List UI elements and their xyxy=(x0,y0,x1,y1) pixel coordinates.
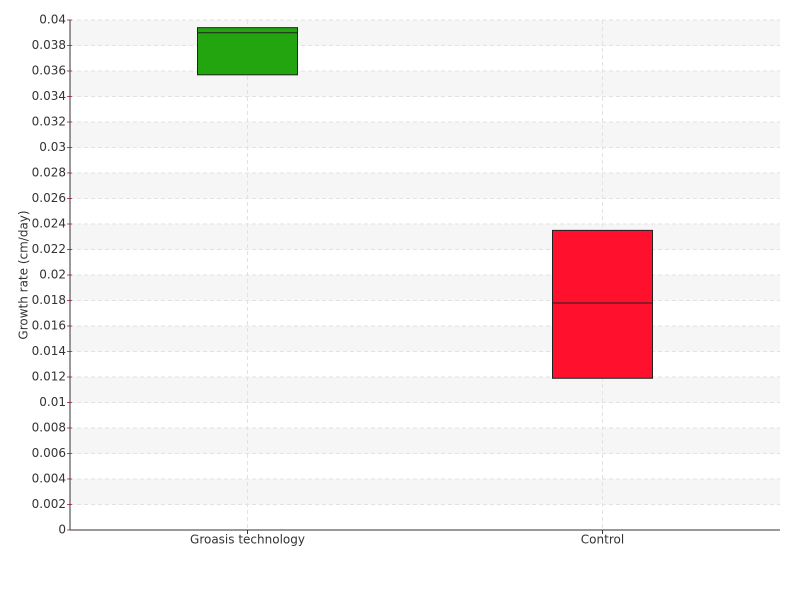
grid-band xyxy=(70,173,780,199)
y-tick-label: 0.038 xyxy=(32,38,66,52)
grid-band xyxy=(70,428,780,454)
y-tick-label: 0.02 xyxy=(39,268,66,282)
grid-band xyxy=(70,122,780,148)
grid-band xyxy=(70,224,780,250)
x-tick-label: Control xyxy=(581,533,624,547)
y-tick-label: 0.01 xyxy=(39,395,66,409)
y-tick-label: 0.004 xyxy=(32,472,66,486)
y-tick-label: 0.016 xyxy=(32,319,66,333)
y-tick-label: 0.022 xyxy=(32,242,66,256)
box xyxy=(197,27,298,76)
grid-band xyxy=(70,377,780,403)
y-tick-label: 0.018 xyxy=(32,293,66,307)
y-tick-label: 0.026 xyxy=(32,191,66,205)
box xyxy=(552,229,653,379)
grid-band xyxy=(70,479,780,505)
y-axis-label: Growth rate (cm/day) xyxy=(17,210,31,339)
y-tick-label: 0 xyxy=(58,523,66,537)
y-tick-label: 0.008 xyxy=(32,421,66,435)
grid-band xyxy=(70,71,780,97)
grid-band xyxy=(70,20,780,46)
y-tick-label: 0.002 xyxy=(32,497,66,511)
grid-band xyxy=(70,326,780,352)
y-tick-label: 0.024 xyxy=(32,217,66,231)
y-tick-label: 0.012 xyxy=(32,370,66,384)
x-tick-label: Groasis technology xyxy=(190,533,305,547)
grid-band xyxy=(70,275,780,301)
y-tick-label: 0.04 xyxy=(39,13,66,27)
y-tick-label: 0.006 xyxy=(32,446,66,460)
y-tick-label: 0.034 xyxy=(32,89,66,103)
y-tick-label: 0.032 xyxy=(32,115,66,129)
y-tick-label: 0.014 xyxy=(32,344,66,358)
y-tick-label: 0.03 xyxy=(39,140,66,154)
y-tick-label: 0.028 xyxy=(32,166,66,180)
y-tick-label: 0.036 xyxy=(32,64,66,78)
